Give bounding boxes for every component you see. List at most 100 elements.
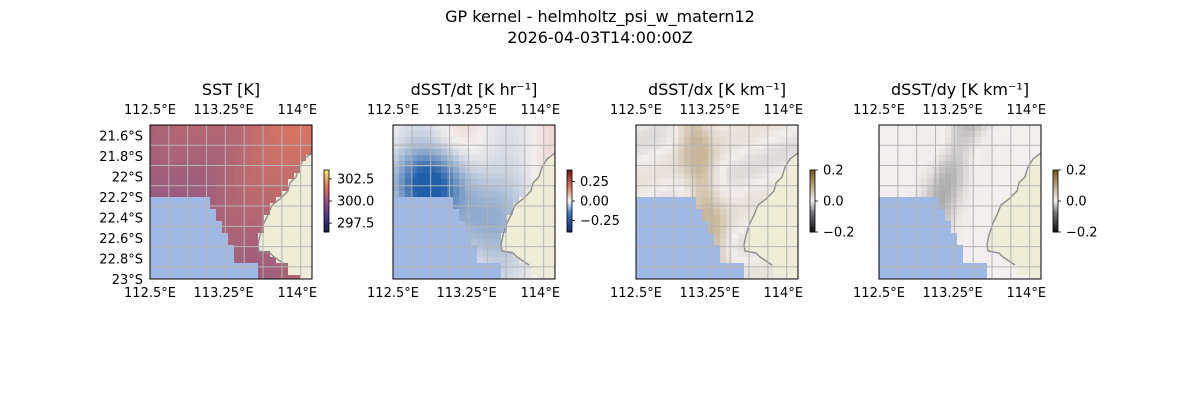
heatmap-cell	[696, 269, 703, 276]
heatmap-cell	[1029, 143, 1036, 150]
heatmap-cell	[162, 167, 169, 174]
heatmap-cell	[282, 245, 289, 252]
heatmap-cell	[162, 227, 169, 234]
heatmap-cell	[429, 233, 436, 240]
heatmap-cell	[477, 251, 484, 258]
colorbar-swatch	[810, 178, 815, 181]
heatmap-cell	[435, 185, 442, 192]
heatmap-cell	[459, 257, 466, 264]
heatmap-cell	[774, 191, 781, 198]
heatmap-cell	[897, 155, 904, 162]
heatmap-cell	[525, 269, 532, 276]
colorbar-swatch	[1053, 219, 1058, 223]
heatmap-cell	[1023, 209, 1030, 216]
heatmap-cell	[999, 131, 1006, 138]
heatmap-cell	[423, 209, 430, 216]
colorbar-swatch	[567, 215, 572, 219]
heatmap-cell	[762, 191, 769, 198]
heatmap-cell	[246, 269, 253, 276]
heatmap-cell	[228, 239, 235, 246]
heatmap-cell	[945, 143, 952, 150]
heatmap-cell	[720, 149, 727, 156]
heatmap-cell	[186, 131, 193, 138]
heatmap-cell	[192, 149, 199, 156]
heatmap-cell	[447, 269, 454, 276]
heatmap-cell	[423, 245, 430, 252]
colorbar-swatch	[324, 203, 329, 206]
heatmap-cell	[483, 197, 490, 204]
heatmap-cell	[714, 155, 721, 162]
heatmap-cell	[300, 155, 307, 162]
heatmap-cell	[525, 167, 532, 174]
heatmap-cell	[525, 185, 532, 192]
heatmap-cell	[678, 215, 685, 222]
heatmap-cell	[495, 155, 502, 162]
heatmap-cell	[549, 191, 555, 198]
heatmap-cell	[963, 125, 970, 132]
heatmap-cell	[921, 239, 928, 246]
heatmap-cell	[264, 161, 271, 168]
heatmap-cell	[684, 143, 691, 150]
heatmap-cell	[300, 263, 307, 270]
coastline	[500, 152, 555, 266]
heatmap-cell	[768, 155, 775, 162]
colorbar-swatch	[810, 186, 815, 190]
heatmap-cell	[507, 173, 514, 180]
heatmap-cell	[459, 131, 466, 138]
heatmap-cell	[636, 215, 643, 222]
heatmap-cell	[216, 179, 223, 186]
heatmap-cell	[417, 179, 424, 186]
heatmap-cell	[240, 215, 247, 222]
heatmap-cell	[1023, 137, 1030, 144]
heatmap-cell	[981, 245, 988, 252]
heatmap-cell	[447, 275, 454, 279]
heatmap-cell	[792, 233, 798, 240]
heatmap-cell	[945, 263, 952, 270]
heatmap-cell	[531, 167, 538, 174]
heatmap-cell	[240, 191, 247, 198]
heatmap-cell	[726, 239, 733, 246]
heatmap-cell	[963, 173, 970, 180]
heatmap-cell	[513, 149, 520, 156]
heatmap-cell	[447, 143, 454, 150]
heatmap-cell	[246, 233, 253, 240]
heatmap-cell	[945, 227, 952, 234]
heatmap-cell	[393, 137, 400, 144]
heatmap-cell	[963, 269, 970, 276]
heatmap-cell	[678, 263, 685, 270]
heatmap-cell	[981, 137, 988, 144]
heatmap-cell	[939, 251, 946, 258]
panel-ddt: dSST/dt [K hr⁻¹]112.5°E112.5°E113.25°E11…	[367, 80, 620, 301]
heatmap-cell	[636, 233, 643, 240]
heatmap-cell	[198, 245, 205, 252]
heatmap-cell	[411, 125, 418, 132]
heatmap-cell	[696, 167, 703, 174]
heatmap-cell	[975, 197, 982, 204]
heatmap-cell	[672, 257, 679, 264]
heatmap-cell	[507, 131, 514, 138]
heatmap-cell	[168, 239, 175, 246]
heatmap-cell	[252, 161, 259, 168]
heatmap-cell	[1011, 233, 1018, 240]
heatmap-cell	[471, 233, 478, 240]
heatmap-cell	[306, 197, 312, 204]
heatmap-cell	[276, 245, 283, 252]
heatmap-cell	[636, 149, 643, 156]
heatmap-cell	[393, 221, 400, 228]
heatmap-cell	[1023, 263, 1030, 270]
heatmap-cell	[306, 167, 312, 174]
heatmap-cell	[150, 191, 157, 198]
heatmap-cell	[933, 269, 940, 276]
heatmap-cell	[192, 191, 199, 198]
heatmap-cell	[198, 161, 205, 168]
panel-frame	[392, 124, 556, 280]
heatmap-cell	[927, 257, 934, 264]
heatmap-cell	[915, 131, 922, 138]
heatmap-cell	[471, 143, 478, 150]
heatmap-cell	[447, 137, 454, 144]
heatmap-cell	[786, 161, 793, 168]
heatmap-cell	[915, 269, 922, 276]
heatmap-cell	[519, 269, 526, 276]
heatmap-cell	[411, 191, 418, 198]
heatmap-cell	[156, 143, 163, 150]
